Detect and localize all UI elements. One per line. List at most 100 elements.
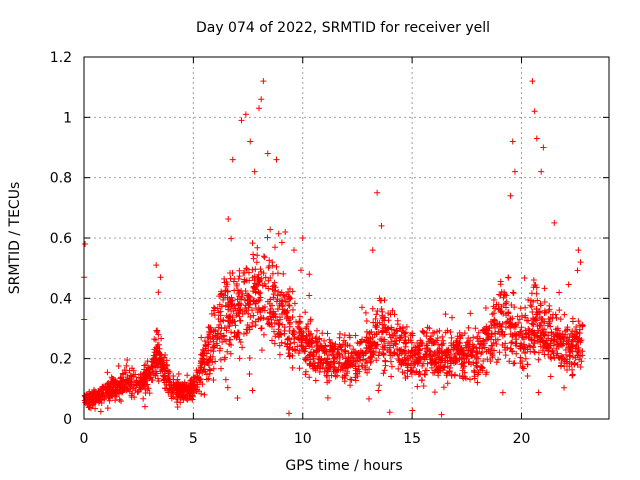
data-point (452, 355, 459, 362)
data-point (563, 367, 570, 374)
data-point (510, 290, 517, 297)
data-point (291, 247, 297, 254)
y-tick-label: 1.2 (50, 50, 72, 66)
data-point (132, 387, 139, 394)
data-point (320, 347, 327, 354)
data-point (453, 341, 460, 348)
data-point (228, 329, 235, 336)
data-point (152, 364, 159, 371)
data-point (509, 289, 516, 296)
data-point (236, 317, 243, 324)
data-point (157, 355, 164, 362)
data-point (276, 321, 283, 328)
data-point (378, 335, 385, 342)
data-point (207, 353, 214, 360)
data-point (347, 376, 354, 383)
data-point (446, 364, 453, 371)
data-point (130, 381, 137, 388)
data-point (152, 355, 159, 362)
data-point (264, 150, 271, 157)
data-point (131, 394, 138, 401)
data-point (428, 364, 435, 371)
data-point (154, 329, 161, 336)
data-point (414, 357, 421, 364)
data-point (326, 336, 333, 343)
data-point (217, 318, 224, 325)
data-point (414, 383, 421, 390)
data-point (91, 397, 98, 404)
data-point (530, 298, 537, 305)
data-point (442, 329, 449, 336)
data-point (222, 288, 229, 295)
data-point (281, 330, 288, 337)
data-point (286, 302, 293, 309)
data-point (274, 296, 281, 303)
data-point (302, 337, 309, 344)
data-point (264, 298, 271, 305)
data-point (390, 350, 397, 357)
data-point (226, 336, 233, 343)
data-point (576, 330, 583, 337)
data-point (236, 267, 243, 274)
data-point (282, 228, 289, 235)
data-point (234, 296, 241, 303)
data-point (554, 325, 561, 332)
data-point (218, 365, 225, 372)
data-point (541, 309, 548, 316)
data-point (352, 363, 359, 370)
data-point (237, 306, 244, 313)
data-point (120, 371, 127, 378)
data-point (162, 351, 169, 358)
data-point (441, 363, 448, 370)
data-point (233, 281, 240, 288)
data-point (531, 348, 538, 355)
data-point (227, 314, 234, 321)
data-point (529, 309, 536, 316)
data-point (203, 376, 210, 383)
data-point (528, 303, 535, 310)
data-point (324, 358, 331, 365)
data-point (498, 309, 505, 316)
data-point (356, 368, 363, 375)
data-point (157, 274, 164, 281)
data-point (243, 330, 250, 337)
data-point (228, 235, 235, 242)
data-point (298, 335, 305, 342)
data-point (378, 222, 385, 229)
data-point (220, 333, 227, 340)
data-point (100, 386, 107, 393)
data-point (573, 329, 580, 336)
data-point (247, 314, 254, 321)
data-point (324, 394, 331, 401)
data-point (307, 317, 314, 324)
data-point (193, 373, 200, 380)
data-point (234, 394, 241, 401)
data-point (371, 331, 378, 338)
data-point (487, 318, 494, 325)
data-point (386, 346, 393, 353)
data-point (563, 351, 570, 358)
data-point (448, 371, 455, 378)
data-point (97, 408, 104, 415)
data-point (435, 368, 442, 375)
data-point (505, 274, 512, 281)
data-point (204, 334, 211, 341)
data-point (522, 350, 529, 357)
data-point (490, 339, 497, 346)
data-point (267, 275, 274, 282)
data-point (436, 347, 443, 354)
data-point (197, 368, 204, 375)
data-point (177, 399, 184, 406)
data-point (112, 378, 119, 385)
data-point (221, 354, 228, 361)
data-point (506, 358, 513, 365)
data-point (335, 346, 342, 353)
data-point (474, 333, 481, 340)
data-point (216, 301, 223, 308)
data-point (347, 354, 354, 361)
data-point (525, 325, 532, 332)
data-point (201, 337, 208, 344)
data-point (516, 316, 523, 323)
data-point (148, 376, 155, 383)
data-point (185, 395, 192, 402)
